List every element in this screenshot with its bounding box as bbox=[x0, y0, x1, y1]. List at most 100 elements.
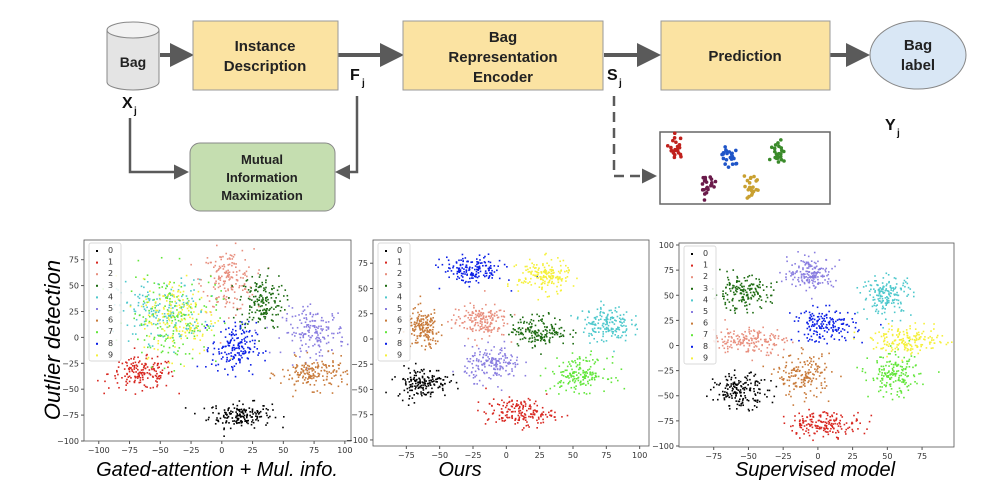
scatter-point bbox=[745, 381, 747, 384]
scatter-point bbox=[816, 367, 819, 370]
scatter-point bbox=[731, 389, 734, 392]
scatter-point bbox=[182, 299, 184, 301]
scatter-point bbox=[425, 327, 428, 330]
scatter-point bbox=[746, 308, 748, 311]
scatter-point bbox=[867, 280, 870, 283]
scatter-point bbox=[539, 275, 541, 278]
scatter-point bbox=[740, 403, 743, 405]
scatter-point bbox=[226, 417, 228, 419]
scatter-point bbox=[263, 315, 265, 318]
scatter-point bbox=[146, 274, 149, 277]
scatter-point bbox=[244, 409, 246, 411]
scatter-point bbox=[834, 422, 836, 425]
scatter-point bbox=[422, 392, 424, 394]
scatter-point bbox=[732, 392, 735, 395]
scatter-point bbox=[149, 374, 152, 376]
scatter-point bbox=[876, 360, 878, 362]
scatter-point bbox=[416, 317, 419, 319]
scatter-point bbox=[144, 309, 147, 312]
scatter-point bbox=[811, 379, 813, 382]
scatter-point bbox=[448, 263, 451, 266]
scatter-point bbox=[533, 402, 536, 405]
scatter-point bbox=[733, 339, 735, 341]
scatter-point bbox=[303, 379, 306, 381]
scatter-point bbox=[141, 371, 144, 374]
scatter-point bbox=[504, 353, 506, 355]
scatter-point bbox=[299, 356, 301, 358]
scatter-point bbox=[889, 295, 892, 298]
scatter-point bbox=[323, 336, 325, 339]
scatter-point bbox=[477, 281, 480, 284]
scatter-point bbox=[738, 382, 740, 384]
scatter-point bbox=[233, 348, 236, 351]
scatter-point bbox=[542, 279, 544, 282]
scatter-point bbox=[509, 362, 512, 365]
scatter-point bbox=[225, 270, 228, 273]
scatter-point bbox=[837, 425, 840, 427]
scatter-point bbox=[155, 323, 157, 326]
scatter-point bbox=[813, 373, 815, 376]
scatter-point bbox=[732, 284, 734, 287]
scatter-point bbox=[808, 377, 810, 380]
scatter-point bbox=[308, 339, 311, 341]
scatter-point bbox=[183, 314, 186, 316]
scatter-point bbox=[611, 317, 614, 320]
mini-point bbox=[730, 154, 735, 159]
scatter-point bbox=[184, 284, 186, 287]
scatter-point bbox=[756, 399, 759, 402]
scatter-point bbox=[728, 375, 731, 378]
scatter-point bbox=[421, 376, 424, 379]
scatter-point bbox=[770, 333, 773, 335]
scatter-point bbox=[240, 354, 242, 357]
scatter-point bbox=[273, 300, 276, 302]
scatter-point bbox=[529, 329, 531, 331]
scatter-point bbox=[241, 339, 243, 341]
scatter-point bbox=[152, 313, 154, 316]
scatter-point bbox=[515, 330, 518, 333]
scatter-point bbox=[561, 374, 563, 376]
scatter-point bbox=[475, 280, 478, 282]
scatter-point bbox=[807, 431, 810, 434]
scatter-point bbox=[315, 331, 318, 334]
scatter-point bbox=[416, 320, 419, 322]
scatter-point bbox=[411, 385, 414, 388]
scatter-point bbox=[518, 278, 520, 281]
scatter-point bbox=[264, 316, 267, 318]
scatter-point bbox=[815, 276, 817, 279]
scatter-point bbox=[814, 432, 816, 435]
scatter-point bbox=[231, 349, 234, 352]
scatter-point bbox=[231, 346, 234, 349]
scatter-point bbox=[833, 412, 835, 414]
scatter-point bbox=[325, 365, 327, 367]
cluster-4 bbox=[856, 272, 915, 329]
scatter-point bbox=[428, 343, 430, 346]
scatter-point bbox=[144, 364, 147, 366]
scatter-point bbox=[529, 326, 532, 328]
scatter-point bbox=[847, 427, 849, 430]
scatter-point bbox=[316, 366, 319, 368]
scatter-point bbox=[262, 408, 264, 411]
scatter-point bbox=[309, 303, 312, 305]
scatter-point bbox=[610, 381, 613, 384]
scatter-point bbox=[477, 401, 480, 403]
scatter-point bbox=[879, 290, 882, 293]
scatter-point bbox=[213, 306, 215, 308]
scatter-point bbox=[791, 341, 794, 344]
scatter-point bbox=[463, 315, 466, 318]
scatter-point bbox=[332, 371, 334, 373]
scatter-point bbox=[889, 352, 891, 355]
scatter-point bbox=[147, 314, 150, 317]
scatter-point bbox=[824, 387, 826, 390]
mini-point bbox=[721, 152, 725, 156]
scatter-point bbox=[814, 368, 816, 370]
scatter-point bbox=[489, 265, 492, 267]
scatter-point bbox=[541, 318, 543, 320]
scatter-point bbox=[752, 329, 755, 331]
scatter-point bbox=[293, 351, 296, 354]
x-tick-label: −100 bbox=[88, 446, 110, 455]
scatter-point bbox=[251, 293, 254, 296]
scatter-point bbox=[743, 337, 746, 340]
cluster-4 bbox=[112, 277, 215, 353]
scatter-point bbox=[156, 364, 159, 367]
y-tick-label: −50 bbox=[351, 385, 368, 394]
